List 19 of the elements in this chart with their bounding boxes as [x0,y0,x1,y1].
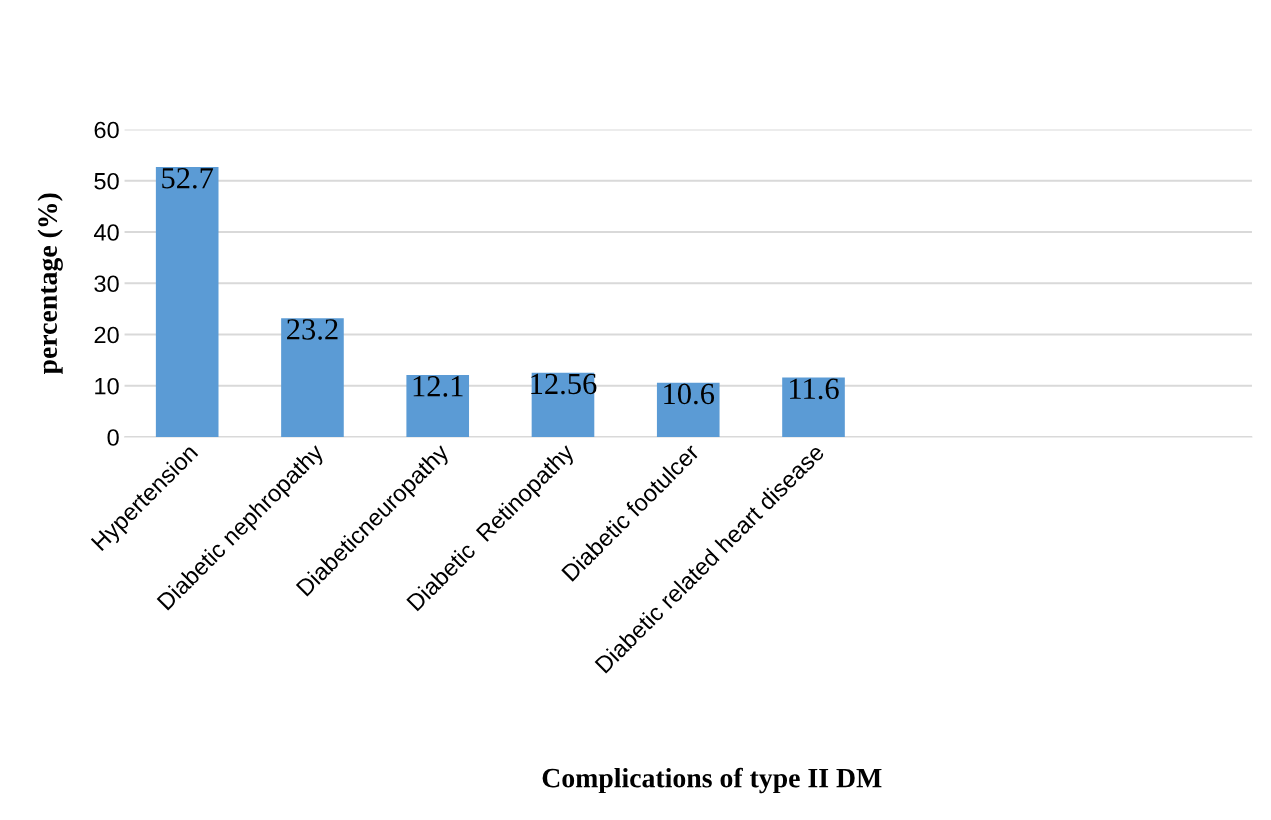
y-tick-label: 60 [94,121,119,139]
data-label: 10.6 [664,383,715,405]
data-label: 12.1 [413,376,463,397]
y-tick-label: 10 [95,377,119,395]
bar [656,382,720,438]
bar [782,377,845,438]
y-tick-label: 20 [94,326,119,344]
y-tick-label: 40 [93,224,119,241]
y-axis-title: percentage (%) [37,193,63,375]
y-tick-label: 30 [94,275,119,293]
data-label: 52.7 [162,167,214,189]
data-label: 11.6 [790,378,839,400]
bar [406,375,470,438]
bar [281,318,344,438]
y-tick-label: 50 [94,172,119,190]
y-tick-label: 0 [107,429,119,446]
bar [155,166,219,438]
data-label: 23.2 [287,319,338,340]
x-axis-title: Complications of type II DM [542,767,882,794]
